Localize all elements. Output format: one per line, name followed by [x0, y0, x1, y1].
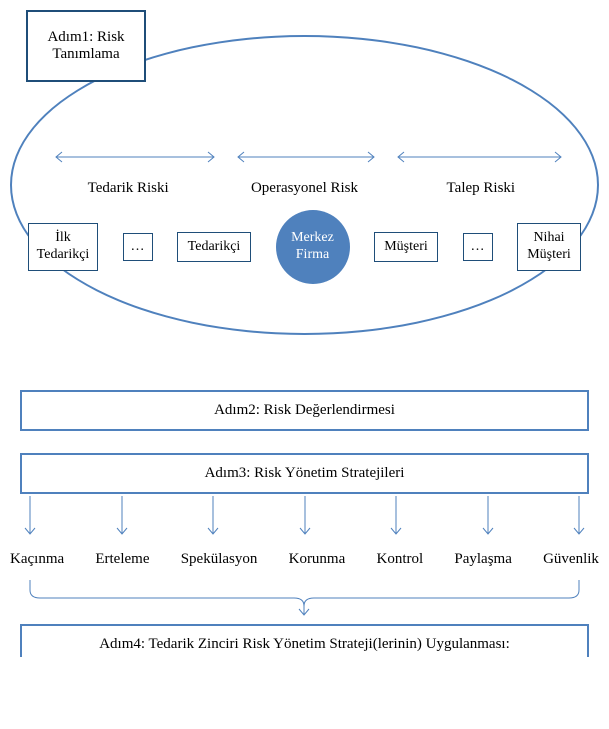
step2-bar: Adım2: Risk Değerlendirmesi [20, 390, 589, 431]
arrow-demand [392, 150, 567, 151]
brace-connector [20, 578, 589, 618]
strategy-control: Kontrol [376, 551, 423, 568]
step3-label: Adım3: Risk Yönetim Stratejileri [205, 465, 405, 481]
text-final-customer: Nihai Müşteri [522, 230, 576, 264]
strategy-postpone: Erteleme [95, 551, 149, 568]
box-customer: Müşteri [374, 232, 438, 263]
supply-chain-row: İlk Tedarikçi … Tedarikçi Merkez Firma M… [28, 210, 581, 284]
box-first-supplier: İlk Tedarikçi [28, 223, 98, 271]
step4-bar: Adım4: Tedarik Zinciri Risk Yönetim Stra… [20, 624, 589, 657]
step4-label: Adım4: Tedarik Zinciri Risk Yönetim Stra… [99, 636, 510, 652]
strategy-security: Güvenlik [543, 551, 599, 568]
text-center-firm: Merkez Firma [276, 230, 350, 264]
risk-labels-row: Tedarik Riski Operasyonel Risk Talep Ris… [40, 180, 569, 197]
arrow-operational [232, 150, 380, 151]
double-arrows-row [40, 150, 569, 170]
text-customer: Müşteri [384, 239, 428, 256]
arrow-supply [50, 150, 220, 151]
dots-right: … [463, 233, 493, 261]
strategy-arrows-row [30, 496, 579, 545]
label-demand-risk: Talep Riski [393, 180, 569, 197]
step1-box: Adım1: Risk Tanımlama [26, 10, 146, 82]
strategy-hedge: Korunma [289, 551, 346, 568]
label-supply-risk: Tedarik Riski [40, 180, 216, 197]
box-supplier: Tedarikçi [177, 232, 251, 263]
step1-label: Adım1: Risk Tanımlama [28, 29, 144, 63]
dots-right-text: … [471, 239, 485, 255]
dots-left-text: … [131, 239, 145, 255]
box-final-customer: Nihai Müşteri [517, 223, 581, 271]
strategy-avoid: Kaçınma [10, 551, 64, 568]
dots-left: … [123, 233, 153, 261]
center-firm-circle: Merkez Firma [276, 210, 350, 284]
text-first-supplier: İlk Tedarikçi [33, 230, 93, 264]
step1-region: Adım1: Risk Tanımlama Ted [10, 10, 599, 340]
strategies-row: Kaçınma Erteleme Spekülasyon Korunma Kon… [10, 551, 599, 568]
strategy-share: Paylaşma [454, 551, 512, 568]
label-operational-risk: Operasyonel Risk [216, 180, 392, 197]
strategy-speculate: Spekülasyon [181, 551, 258, 568]
text-supplier: Tedarikçi [188, 239, 241, 256]
step3-bar: Adım3: Risk Yönetim Stratejileri [20, 453, 589, 494]
step2-label: Adım2: Risk Değerlendirmesi [214, 402, 395, 418]
